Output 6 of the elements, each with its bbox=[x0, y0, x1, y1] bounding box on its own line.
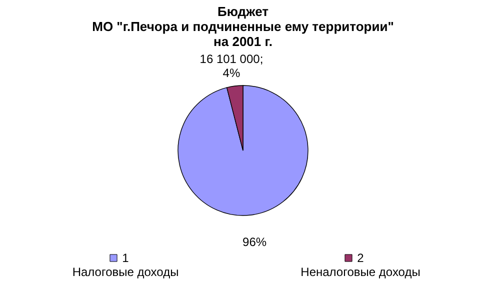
chart-title: Бюджет МО "г.Печора и подчиненные ему территории" на 2001 г. bbox=[92, 4, 394, 50]
data-label: 96% bbox=[242, 234, 267, 249]
pie-slice bbox=[178, 85, 308, 216]
data-label: 16 101 000; 4% bbox=[200, 52, 264, 80]
legend-label: 2 Неналоговые доходы bbox=[300, 251, 420, 279]
legend-label: 1 Налоговые доходы bbox=[72, 251, 179, 279]
